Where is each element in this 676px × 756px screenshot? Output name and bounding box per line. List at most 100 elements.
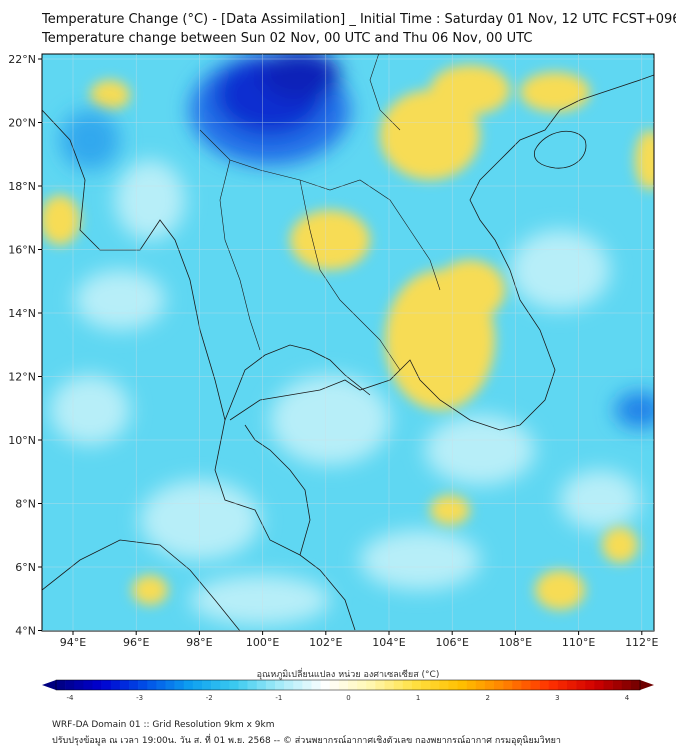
lon-tick-label: 106°E (435, 636, 468, 649)
colorbar-segment (293, 680, 303, 690)
colorbar-title: อุณหภูมิเปลี่ยนแปลง หน่วย องศาเซลเซียส (… (257, 667, 440, 680)
colorbar-segment (594, 680, 604, 690)
colorbar-segment (56, 680, 66, 690)
latitude-axis: 22°N 20°N 18°N 16°N 14°N 12°N 10°N 8°N 6°N 4°N (8, 53, 42, 638)
colorbar-tick-label: 2 (486, 694, 490, 702)
colorbar-segment (192, 680, 203, 690)
lat-tick-label: 22°N (8, 53, 36, 66)
colorbar-segment (256, 680, 267, 690)
credit-line: ปรับปรุงข้อมูล ณ เวลา 19:00น. วัน ส. ที่… (52, 736, 561, 746)
colorbar-segment (174, 680, 185, 690)
colorbar-segment (65, 680, 75, 690)
colorbar-segment (329, 680, 340, 690)
colorbar-segment (74, 680, 84, 690)
lon-tick-label: 96°E (123, 636, 149, 649)
lat-tick-label: 18°N (8, 180, 36, 193)
lat-tick-label: 20°N (8, 117, 36, 130)
colorbar-segment (402, 680, 413, 690)
longitude-axis: 94°E 96°E 98°E 100°E 102°E 104°E 106°E 108°E 110… (60, 631, 659, 649)
lat-tick-label: 8°N (15, 498, 36, 511)
colorbar-segment (302, 680, 312, 690)
colorbar-segment (475, 680, 486, 690)
colorbar-min-extend (42, 680, 56, 690)
colorbar-segment (430, 680, 440, 690)
colorbar-segment (147, 680, 157, 690)
lat-tick-label: 14°N (8, 307, 36, 320)
colorbar-segment (466, 680, 477, 690)
map-subtitle: Temperature change between Sun 02 Nov, 0… (42, 31, 533, 46)
colorbar-segment (156, 680, 166, 690)
colorbar-segment (211, 680, 221, 690)
colorbar-segment (576, 680, 586, 690)
colorbar-segment (165, 680, 175, 690)
colorbar-segment (101, 680, 112, 690)
map-title: Temperature Change (°C) - [Data Assimila… (42, 12, 676, 27)
colorbar-segment (375, 680, 385, 690)
colorbar-segment (557, 680, 568, 690)
colorbar-segment (311, 680, 321, 690)
colorbar-segment (548, 680, 559, 690)
colorbar-segment (603, 680, 613, 690)
colorbar-segment (421, 680, 431, 690)
lon-tick-label: 108°E (499, 636, 532, 649)
colorbar-segment (366, 680, 376, 690)
colorbar-segment (247, 680, 258, 690)
colorbar-max-extend (640, 680, 654, 690)
colorbar-segment (384, 680, 394, 690)
colorbar-segment (567, 680, 577, 690)
colorbar-segment (621, 680, 632, 690)
colorbar-segment (129, 680, 139, 690)
lon-tick-label: 98°E (186, 636, 212, 649)
colorbar-segment (92, 680, 102, 690)
colorbar-tick-label: 3 (555, 694, 559, 702)
colorbar-segment (484, 680, 495, 690)
colorbar-segment (338, 680, 349, 690)
colorbar-segment (439, 680, 449, 690)
model-info: WRF-DA Domain 01 :: Grid Resolution 9km … (52, 720, 275, 730)
colorbar-segment (612, 680, 623, 690)
colorbar-segment (202, 680, 212, 690)
colorbar-segment (521, 680, 531, 690)
lat-tick-label: 10°N (8, 434, 36, 447)
colorbar-tick-label: -2 (206, 694, 213, 702)
colorbar-segment (630, 680, 641, 690)
colorbar-segment (119, 680, 130, 690)
colorbar-segment (183, 680, 194, 690)
map-panel (42, 54, 654, 631)
lon-tick-label: 100°E (246, 636, 279, 649)
lat-tick-label: 16°N (8, 244, 36, 257)
colorbar-segment (348, 680, 358, 690)
colorbar-segment (284, 680, 294, 690)
colorbar-segment (83, 680, 93, 690)
colorbar: อุณหภูมิเปลี่ยนแปลง หน่วย องศาเซลเซียส (… (42, 667, 654, 702)
colorbar-segment (411, 680, 422, 690)
lon-tick-label: 94°E (60, 636, 86, 649)
colorbar-tick-label: 1 (416, 694, 420, 702)
colorbar-segment (110, 680, 121, 690)
colorbar-segment (539, 680, 550, 690)
colorbar-segment (494, 680, 504, 690)
lon-tick-label: 112°E (625, 636, 658, 649)
colorbar-segment (503, 680, 513, 690)
colorbar-segment (275, 680, 285, 690)
lat-tick-label: 6°N (15, 561, 36, 574)
colorbar-segment (320, 680, 331, 690)
colorbar-segment (585, 680, 595, 690)
colorbar-segment (393, 680, 404, 690)
colorbar-segment (448, 680, 458, 690)
lon-tick-label: 102°E (309, 636, 342, 649)
lon-tick-label: 110°E (562, 636, 595, 649)
colorbar-segment (138, 680, 148, 690)
lat-tick-label: 4°N (15, 625, 36, 638)
colorbar-tick-label: -4 (67, 694, 75, 702)
lon-tick-label: 104°E (372, 636, 405, 649)
colorbar-segment (265, 680, 276, 690)
colorbar-tick-label: 4 (625, 694, 630, 702)
colorbar-segment (229, 680, 239, 690)
colorbar-tick-label: -3 (136, 694, 143, 702)
colorbar-segment (357, 680, 367, 690)
colorbar-tick-label: 0 (346, 694, 350, 702)
colorbar-tick-label: -1 (275, 694, 282, 702)
colorbar-segment (220, 680, 230, 690)
